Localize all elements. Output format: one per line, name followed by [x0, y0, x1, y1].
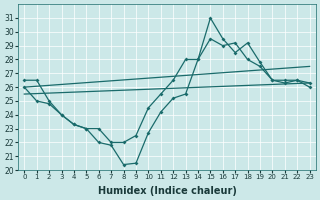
X-axis label: Humidex (Indice chaleur): Humidex (Indice chaleur) [98, 186, 236, 196]
